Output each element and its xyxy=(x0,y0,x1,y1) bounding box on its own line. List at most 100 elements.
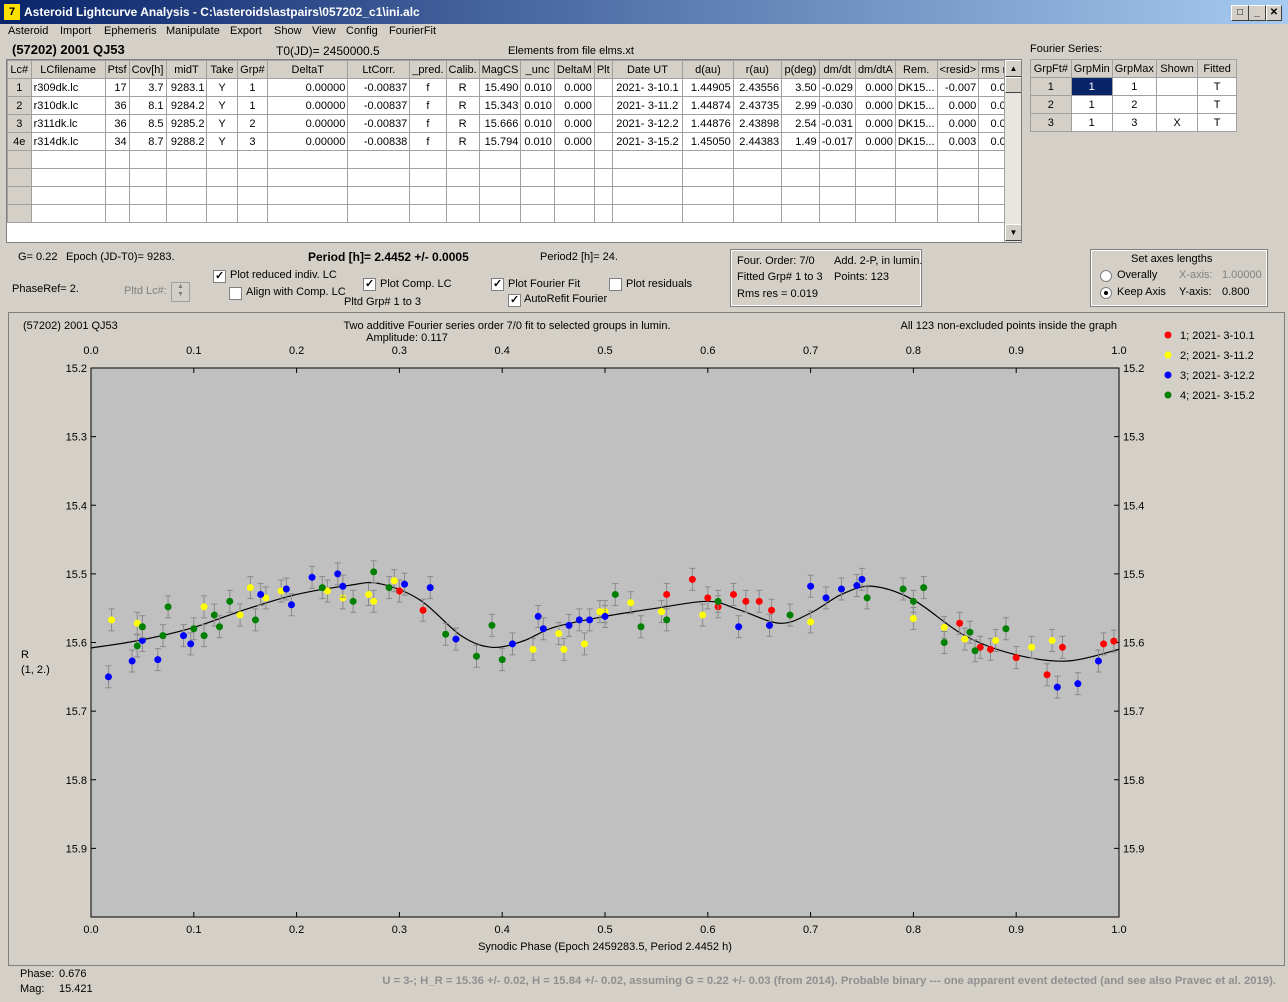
table-cell[interactable]: 3 xyxy=(1111,113,1157,132)
data-point[interactable] xyxy=(627,599,635,607)
table-cell[interactable] xyxy=(593,96,613,115)
data-point[interactable] xyxy=(1012,654,1020,662)
plot-reduced-checkbox[interactable]: ✓ xyxy=(213,270,226,283)
table-cell[interactable]: R xyxy=(445,96,480,115)
data-point[interactable] xyxy=(390,577,398,585)
table-cell[interactable]: 2021- 3-15.2 xyxy=(611,132,684,151)
table-cell[interactable]: -0.00837 xyxy=(347,114,411,133)
data-point[interactable] xyxy=(138,623,146,631)
table-cell[interactable]: -0.00837 xyxy=(347,96,411,115)
fourier-col-header[interactable]: GrpFt# xyxy=(1030,59,1072,78)
data-point[interactable] xyxy=(318,584,326,592)
empty-cell[interactable] xyxy=(894,204,938,223)
scroll-down-icon[interactable]: ▼ xyxy=(1005,224,1021,241)
empty-cell[interactable] xyxy=(611,186,684,205)
table-cell[interactable]: 15.343 xyxy=(478,96,522,115)
table-cell[interactable]: 8.1 xyxy=(128,96,167,115)
empty-cell[interactable] xyxy=(445,186,480,205)
table-cell[interactable]: f xyxy=(409,132,447,151)
empty-cell[interactable] xyxy=(520,168,555,187)
lc-col-header[interactable]: r(au) xyxy=(732,60,783,79)
empty-cell[interactable] xyxy=(104,150,130,169)
empty-cell[interactable] xyxy=(236,186,269,205)
empty-cell[interactable] xyxy=(30,204,106,223)
table-cell[interactable]: 0.010 xyxy=(520,132,555,151)
empty-cell[interactable] xyxy=(818,204,856,223)
table-cell[interactable]: 0.000 xyxy=(553,132,595,151)
data-point[interactable] xyxy=(236,611,244,619)
data-point[interactable] xyxy=(961,635,969,643)
yaxis-value[interactable]: 0.800 xyxy=(1222,286,1250,298)
row-header[interactable]: 2 xyxy=(7,96,32,115)
table-cell[interactable]: 3.7 xyxy=(128,78,167,97)
empty-cell[interactable] xyxy=(165,150,208,169)
table-cell[interactable]: 1 xyxy=(236,96,269,115)
empty-cell[interactable] xyxy=(128,204,167,223)
data-point[interactable] xyxy=(308,573,316,581)
empty-cell[interactable] xyxy=(409,204,447,223)
empty-cell[interactable] xyxy=(894,168,938,187)
table-cell[interactable]: 0.000 xyxy=(854,78,896,97)
lc-col-header[interactable]: Grp# xyxy=(236,60,269,79)
empty-cell[interactable] xyxy=(30,168,106,187)
empty-cell[interactable] xyxy=(732,150,783,169)
empty-cell[interactable] xyxy=(30,150,106,169)
data-point[interactable] xyxy=(210,611,218,619)
data-point[interactable] xyxy=(658,608,666,616)
table-cell[interactable]: 0.00000 xyxy=(267,132,349,151)
data-point[interactable] xyxy=(663,616,671,624)
empty-cell[interactable] xyxy=(936,168,980,187)
table-cell[interactable]: T xyxy=(1197,77,1237,96)
table-cell[interactable]: 0.000 xyxy=(553,96,595,115)
empty-cell[interactable] xyxy=(781,168,820,187)
table-row[interactable] xyxy=(7,168,1021,187)
row-header[interactable]: 1 xyxy=(1030,77,1072,96)
fourier-col-header[interactable]: Fitted xyxy=(1197,59,1237,78)
table-cell[interactable]: 1 xyxy=(1111,77,1157,96)
data-point[interactable] xyxy=(1002,625,1010,633)
table-cell[interactable]: T xyxy=(1197,113,1237,132)
data-point[interactable] xyxy=(1100,640,1108,648)
empty-cell[interactable] xyxy=(732,168,783,187)
data-point[interactable] xyxy=(508,640,516,648)
empty-cell[interactable] xyxy=(104,168,130,187)
data-point[interactable] xyxy=(539,625,547,633)
empty-cell[interactable] xyxy=(478,186,522,205)
table-cell[interactable]: Y xyxy=(206,132,238,151)
lc-col-header[interactable]: DeltaM xyxy=(553,60,595,79)
table-cell[interactable]: R xyxy=(445,78,480,97)
table-cell[interactable]: 0.000 xyxy=(854,96,896,115)
data-point[interactable] xyxy=(138,636,146,644)
empty-cell[interactable] xyxy=(206,150,238,169)
empty-cell[interactable] xyxy=(267,204,349,223)
data-point[interactable] xyxy=(529,645,537,653)
empty-cell[interactable] xyxy=(409,150,447,169)
empty-cell[interactable] xyxy=(236,168,269,187)
empty-cell[interactable] xyxy=(520,186,555,205)
data-point[interactable] xyxy=(853,582,861,590)
table-cell[interactable]: 3.50 xyxy=(781,78,820,97)
table-cell[interactable]: 1 xyxy=(1070,113,1113,132)
empty-cell[interactable] xyxy=(682,186,734,205)
menu-fourierfit[interactable]: FourierFit xyxy=(389,25,437,37)
table-cell[interactable]: 2021- 3-12.2 xyxy=(611,114,684,133)
table-cell[interactable]: 0.000 xyxy=(553,78,595,97)
lc-col-header[interactable]: Date UT xyxy=(611,60,684,79)
data-point[interactable] xyxy=(133,642,141,650)
row-header[interactable] xyxy=(7,186,32,205)
table-cell[interactable]: 1.45050 xyxy=(682,132,734,151)
table-cell[interactable]: 1.44876 xyxy=(682,114,734,133)
table-cell[interactable] xyxy=(593,132,613,151)
data-point[interactable] xyxy=(216,623,223,631)
table-cell[interactable]: 0.00000 xyxy=(267,114,349,133)
data-point[interactable] xyxy=(226,597,234,605)
empty-cell[interactable] xyxy=(128,150,167,169)
plot-fourier-checkbox[interactable]: ✓ xyxy=(491,278,504,291)
data-point[interactable] xyxy=(426,584,434,592)
row-header[interactable]: 3 xyxy=(1030,113,1072,132)
table-cell[interactable]: 9285.2 xyxy=(165,114,208,133)
empty-cell[interactable] xyxy=(478,150,522,169)
empty-cell[interactable] xyxy=(732,204,783,223)
lc-col-header[interactable]: _pred. xyxy=(409,60,447,79)
